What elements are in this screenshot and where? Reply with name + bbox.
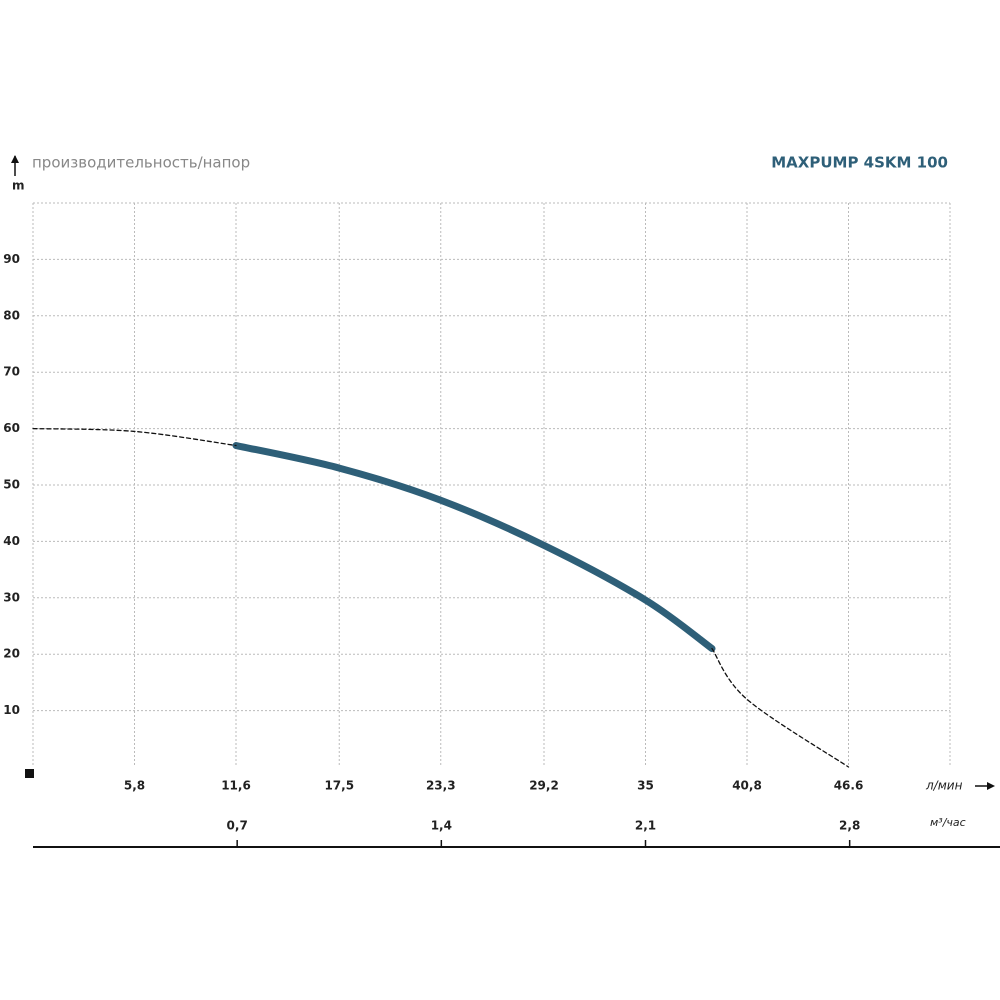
x2-tick-label: 1,4 [431, 819, 452, 833]
x-axis-label: л/мин [925, 779, 963, 793]
x2-tick-label: 2,1 [635, 819, 656, 833]
y-tick-label: 60 [3, 421, 20, 435]
x-tick-label: 23,3 [426, 779, 456, 793]
x-tick-label: 5,8 [124, 779, 145, 793]
y-tick-label: 30 [3, 590, 20, 604]
y-tick-label: 70 [3, 365, 20, 379]
y-tick-label: 80 [3, 308, 20, 322]
chart-title: MAXPUMP 4SKM 100 [771, 154, 948, 172]
x-tick-label: 46.6 [834, 779, 864, 793]
y-tick-label: 10 [3, 703, 20, 717]
x-arrow-head [987, 782, 995, 790]
x-tick-label: 40,8 [732, 779, 762, 793]
x-tick-label: 17,5 [324, 779, 354, 793]
y-tick-label: 90 [3, 252, 20, 266]
curve [32, 427, 850, 768]
x-tick-label: 35 [637, 779, 654, 793]
x2-axis-label: м³/час [930, 816, 966, 829]
x-tick-label: 11,6 [221, 779, 251, 793]
y-tick-label: 20 [3, 647, 20, 661]
origin-marker [25, 769, 34, 778]
y-axis-label: m [12, 179, 25, 193]
chart-subtitle: производительность/напор [32, 154, 250, 172]
curve [232, 442, 716, 653]
y-tick-label: 40 [3, 534, 20, 548]
x-tick-label: 29,2 [529, 779, 559, 793]
x2-tick-label: 0,7 [227, 819, 248, 833]
y-tick-label: 50 [3, 478, 20, 492]
x2-tick-label: 2,8 [839, 819, 860, 833]
y-arrow-head [11, 155, 19, 163]
